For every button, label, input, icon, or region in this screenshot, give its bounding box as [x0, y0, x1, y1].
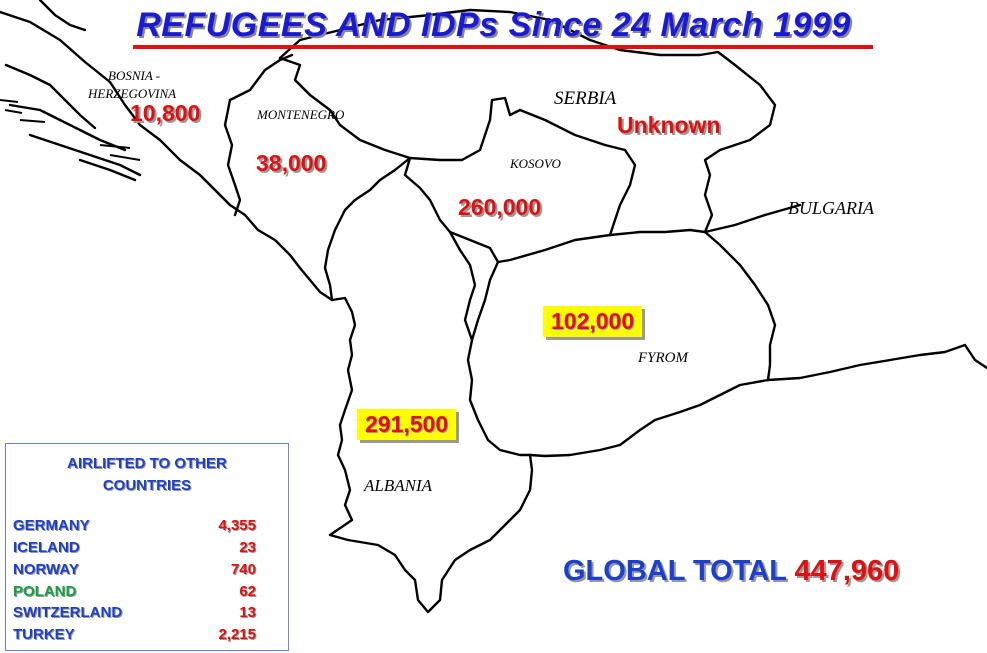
albania-border [323, 156, 412, 302]
airlift-row: GERMANY 4,355 [13, 517, 256, 539]
region-bosnia-label: BOSNIA - [108, 68, 160, 84]
airlift-country: POLAND [13, 583, 77, 600]
serbia-border [278, 8, 777, 234]
airlift-count: 13 [239, 604, 256, 621]
airlift-title: AIRLIFTED TO OTHER COUNTRIES [6, 453, 288, 497]
region-fyrom-label: FYROM [638, 350, 688, 366]
airlift-row: SWITZERLAND 13 [13, 604, 256, 626]
page-title: REFUGEES AND IDPs Since 24 March 1999 [136, 6, 851, 44]
region-montenegro-label: MONTENEGRO [257, 107, 345, 122]
region-kosovo-value: 260,000 [458, 194, 542, 220]
airlift-country: NORWAY [13, 561, 79, 578]
title-underline [133, 45, 873, 49]
airlift-country: ICELAND [13, 539, 80, 556]
region-kosovo-label: KOSOVO [510, 156, 561, 171]
region-albania-label: ALBANIA [364, 476, 432, 495]
region-serbia-value: Unknown [617, 112, 721, 138]
airlift-count: 4,355 [218, 517, 256, 534]
airlift-title-line1: AIRLIFTED TO OTHER [67, 455, 227, 472]
airlift-title-line2: COUNTRIES [102, 477, 192, 494]
region-montenegro-value: 38,000 [256, 150, 327, 176]
airlift-country: TURKEY [13, 626, 75, 643]
global-total-label: GLOBAL TOTAL [563, 555, 787, 587]
region-herzegovina-label: HERZEGOVINA [88, 86, 176, 102]
region-fyrom-value: 102,000 [543, 306, 643, 337]
region-albania-value: 291,500 [357, 409, 457, 440]
bulgaria-border [766, 343, 987, 382]
region-bosnia-value: 10,800 [130, 100, 201, 126]
global-total-value: 447,960 [794, 555, 900, 587]
bosnia-name-line2: HERZEGOVINA [88, 86, 177, 101]
airlift-count: 62 [239, 583, 256, 600]
airlift-row: TURKEY 2,215 [13, 626, 256, 648]
airlift-count: 23 [239, 539, 256, 556]
airlift-row: ICELAND 23 [13, 539, 256, 561]
fyrom-border [470, 230, 777, 458]
airlift-count: 2,215 [218, 626, 256, 643]
global-total: GLOBAL TOTAL 447,960 [563, 555, 899, 588]
coastline [0, 10, 534, 614]
airlift-country: SWITZERLAND [13, 604, 123, 621]
airlift-count: 740 [230, 561, 256, 578]
region-serbia-label: SERBIA [554, 88, 617, 109]
airlift-row: POLAND 62 [13, 583, 256, 605]
kosovo-border [403, 156, 707, 264]
airlift-panel: AIRLIFTED TO OTHER COUNTRIES GERMANY 4,3… [5, 443, 289, 651]
bosnia-name-line1: BOSNIA - [108, 68, 161, 83]
region-bulgaria-label: BULGARIA [788, 198, 874, 218]
airlift-country: GERMANY [13, 517, 90, 534]
airlift-row: NORWAY 740 [13, 561, 256, 583]
